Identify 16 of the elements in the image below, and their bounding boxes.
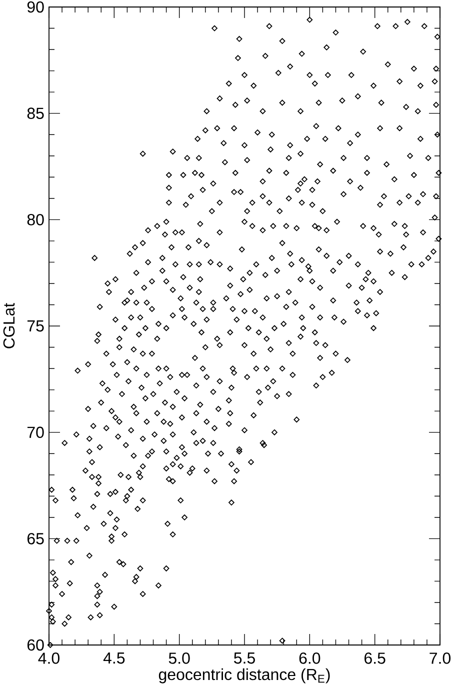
y-tick-label: 65 — [27, 533, 44, 544]
x-axis-title: geocentric distance (R$_{E}$) — [158, 668, 330, 684]
x-tick-label: 4.5 — [103, 652, 125, 664]
x-tick-label: 5.0 — [168, 652, 190, 664]
x-tick-label: 6.0 — [299, 652, 320, 664]
y-axis-title: CGLat — [3, 302, 15, 348]
x-tick-label: 4.0 — [38, 652, 60, 664]
y-tick-label: 80 — [27, 214, 44, 226]
y-tick-label: 85 — [27, 108, 44, 119]
y-tick-label: 90 — [27, 1, 44, 13]
x-tick-label: 5.5 — [234, 652, 255, 664]
y-tick-label: 75 — [27, 320, 44, 332]
x-tick-label: 6.5 — [364, 652, 386, 664]
y-tick-label: 70 — [27, 426, 44, 438]
x-tick-label: 7.0 — [430, 652, 450, 664]
y-tick-label: 60 — [27, 639, 44, 651]
